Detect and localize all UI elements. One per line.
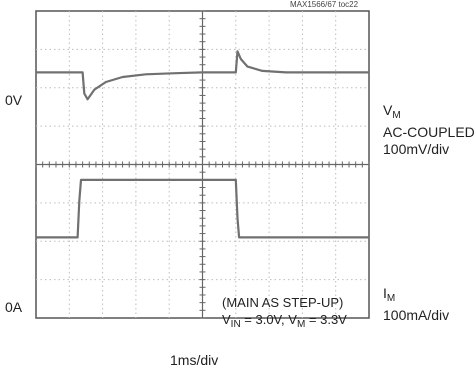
vm-caption: VM AC-COUPLED 100mV/div [383,102,474,158]
im-scale: 100mA/div [383,307,450,323]
vm-zero-label: 0V [5,92,23,108]
x-scale-label: 1ms/div [170,352,219,368]
vm-coupling: AC-COUPLED [383,124,474,140]
im-zero-label: 0A [5,299,23,315]
grid [35,10,370,319]
trace-i-m [36,178,369,239]
figure-id: MAX1566/67 toc22 [290,0,359,9]
vm-scale: 100mV/div [383,141,450,157]
vm-name: V [383,102,393,118]
trace-v-m [36,50,369,101]
conditions-line1: (MAIN AS STEP-UP) [222,295,344,310]
vm-name-sub: M [392,110,401,121]
conditions-note: (MAIN AS STEP-UP) VIN = 3.0V, VM = 3.3V [222,294,347,333]
traces [36,50,369,239]
conditions-line2: VIN = 3.0V, VM = 3.3V [222,312,347,330]
im-caption: IM 100mA/div [383,285,449,324]
im-name-sub: M [386,293,396,304]
im-name: I [383,285,387,301]
